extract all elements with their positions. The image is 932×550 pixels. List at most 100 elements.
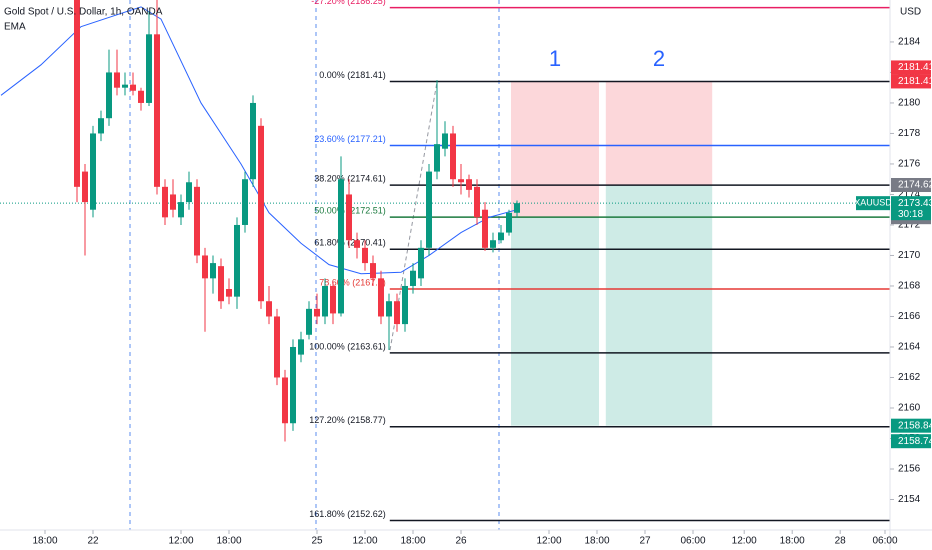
candle-body [498,232,504,241]
price-badge [891,74,931,89]
fib-label: 100.00% (2163.61) [309,341,386,351]
fib-label: 23.60% (2177.21) [314,134,386,144]
candle-body [442,133,448,149]
candle-body [218,266,224,302]
y-tick-label: 2172 [898,220,921,231]
candle-body [98,118,104,134]
y-tick-label: 2160 [898,403,921,414]
candle-body [242,179,248,225]
price-badge [891,60,931,75]
candle-body [234,224,240,297]
y-tick-label: 2180 [898,98,921,109]
x-tick-label: 18:00 [32,536,57,547]
y-tick-label: 2162 [898,372,921,383]
candle-body [290,346,296,424]
x-tick-label: 12:00 [352,536,377,547]
stop-zone [605,81,713,186]
candle-body [154,34,160,187]
x-tick-label: 22 [87,536,99,547]
position-label: 2 [653,46,665,71]
price-badge-label: 2158.74 [898,436,932,447]
x-tick-label: 27 [639,536,651,547]
price-badge-label: 2174.62 [898,180,932,191]
y-tick-label: 2154 [898,494,921,505]
candle-body [146,34,152,103]
symbol-badge [856,196,890,211]
candle-body [202,255,208,279]
ema-line [0,6,518,275]
candle-body [370,263,376,279]
chart-title: Gold Spot / U.S. Dollar, 1h, OANDA [4,7,163,18]
candle-body [298,339,304,355]
candle-body [394,301,400,325]
candle-body [450,133,456,180]
fib-label: 61.80% (2170.41) [314,238,386,248]
candle-body [410,270,416,286]
y-tick-label: 2170 [898,250,921,261]
candle-body [306,308,312,335]
x-tick-label: 12:00 [536,536,561,547]
candle-body [466,179,472,190]
candle-body [378,278,384,317]
x-tick-label: 06:00 [872,536,897,547]
candle-body [354,240,360,248]
candle-body [82,171,88,203]
candle-body [362,247,368,264]
stop-zone [511,81,599,218]
price-badge [891,178,931,193]
candle-body [322,285,328,317]
y-tick-label: 2176 [898,159,921,170]
candle-body [274,316,280,378]
y-tick-label: 2174 [898,189,921,200]
y-tick-label: 2164 [898,342,921,353]
candle-body [210,263,216,279]
last-price-label: 2173.43 [898,198,932,209]
candle-body [426,171,432,248]
candle-body [474,186,480,218]
candle-body [338,179,344,314]
fib-label: 38.20% (2174.61) [314,174,386,184]
price-badge-label: 2181.41 [898,62,932,73]
fib-label: 127.20% (2158.77) [309,415,386,425]
candle-body [122,84,128,88]
fib-label: -27.20% (2186.25) [311,0,386,6]
countdown-label: 30:18 [898,209,923,220]
candle-body [490,240,496,248]
last-price-badge [891,196,931,221]
target-zone [511,217,599,426]
candle-body [258,125,264,302]
position-label: 1 [549,46,561,71]
indicator-name: EMA [4,22,26,33]
candle-body [162,186,168,218]
fib-label: 0.00% (2181.41) [319,70,386,80]
price-badge [891,434,931,449]
candle-body [282,377,288,424]
candle-body [194,186,200,256]
candle-body [106,72,112,119]
candle-body [482,209,488,248]
y-tick-label: 2166 [898,311,921,322]
symbol-label: XAUUSD [854,198,892,208]
x-tick-label: 12:00 [732,536,757,547]
candle-body [226,289,232,297]
candle-body [186,182,192,203]
candle-body [114,72,120,88]
candle-body [506,212,512,233]
candle-body [178,202,184,218]
x-tick-label: 18:00 [216,536,241,547]
candle-body [266,301,272,317]
candle-body [90,133,96,210]
x-tick-label: 18:00 [780,536,805,547]
candle-body [402,285,408,325]
fib-label: 161.80% (2152.62) [309,509,386,519]
candle-body [74,0,80,187]
plot-area: -27.20% (2186.25) 0.00% (2181.41) 23.60% (… [0,0,890,530]
x-tick-label: 18:00 [400,536,425,547]
price-badge [891,418,931,433]
candle-body [170,194,176,210]
candle-body [330,285,336,314]
target-zone [605,185,713,426]
candle-body [434,144,440,172]
candle-body [138,90,144,103]
candle-body [314,308,320,317]
